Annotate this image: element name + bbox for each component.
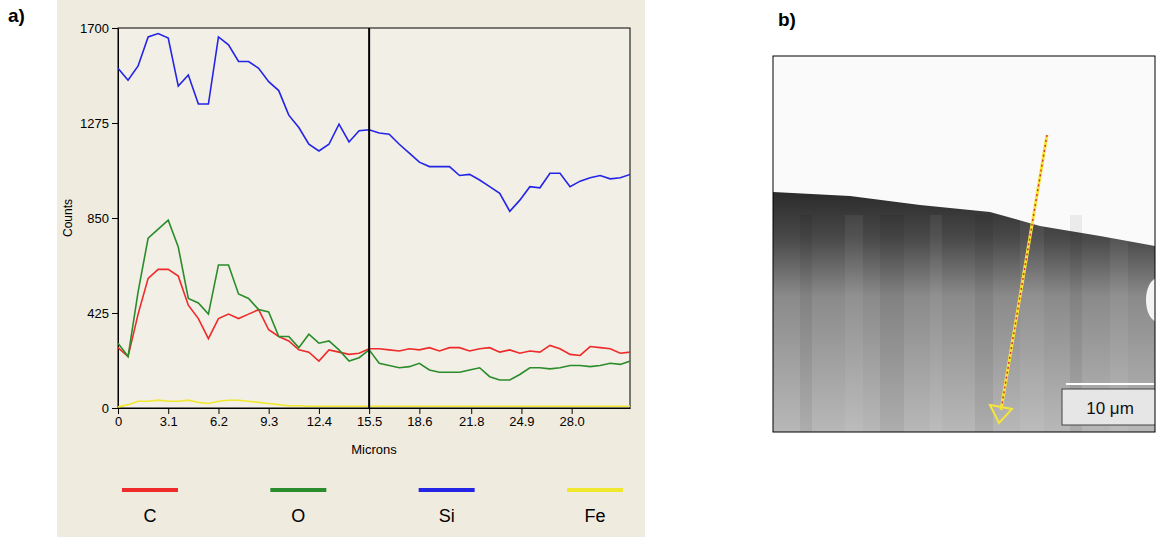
- x-tick: 21.8: [459, 408, 484, 429]
- x-tick-label: 28.0: [560, 414, 585, 429]
- scale-bar: [1066, 383, 1154, 385]
- x-tick: 28.0: [560, 408, 585, 429]
- x-tick-mark: [269, 408, 270, 414]
- y-tick-label: 850: [87, 211, 109, 226]
- texture-streak: [845, 215, 863, 432]
- y-tick: 1700: [80, 21, 118, 36]
- legend-entry: Fe: [567, 490, 623, 526]
- y-tick-label: 1700: [80, 21, 109, 36]
- texture-streak: [1020, 215, 1044, 432]
- y-tick-label: 0: [102, 401, 109, 416]
- scale-bar-box: [1062, 389, 1155, 425]
- y-tick-mark: [112, 313, 118, 314]
- legend-entry: Si: [419, 490, 475, 526]
- x-tick-label: 3.1: [160, 414, 178, 429]
- figure: a) 0 3.1 6.2 9.3 12.4 15.5 18.6 21.8 24.9 28.0 0 425…: [0, 0, 1161, 537]
- texture-streak: [880, 215, 904, 432]
- x-tick-label: 15.5: [357, 414, 382, 429]
- x-tick-label: 21.8: [459, 414, 484, 429]
- y-axis-title: Counts: [61, 199, 75, 237]
- plot-marks: [118, 28, 630, 408]
- texture-streak: [930, 215, 942, 432]
- x-tick: 12.4: [307, 408, 332, 429]
- x-tick-mark: [521, 408, 522, 414]
- y-tick-label: 425: [87, 306, 109, 321]
- legend-label: C: [144, 506, 157, 526]
- panel-background: [57, 0, 645, 537]
- legend-swatch: [122, 488, 178, 492]
- legend-label: Si: [439, 506, 455, 526]
- series-line: [118, 34, 630, 212]
- legend-swatch: [567, 488, 623, 492]
- panel-b: b) 10 μm: [773, 9, 1161, 432]
- x-tick-mark: [168, 408, 169, 414]
- image-border: [773, 56, 1155, 432]
- x-tick: 0: [115, 408, 122, 429]
- x-tick: 15.5: [357, 408, 382, 429]
- scan-arrowhead: [990, 405, 1012, 423]
- x-tick-label: 18.6: [407, 414, 432, 429]
- y-tick-mark: [112, 28, 118, 29]
- y-tick-mark: [112, 408, 118, 409]
- x-tick: 18.6: [407, 408, 432, 429]
- x-tick-mark: [218, 408, 219, 414]
- plot-frame: [118, 28, 630, 408]
- panel-label: a): [8, 5, 25, 26]
- x-tick: 24.9: [509, 408, 534, 429]
- y-tick: 425: [87, 306, 118, 321]
- x-tick-mark: [319, 408, 320, 414]
- x-axis: 0 3.1 6.2 9.3 12.4 15.5 18.6 21.8 24.9 28.0: [115, 408, 631, 429]
- y-tick-mark: [112, 123, 118, 124]
- series-line: [118, 220, 630, 380]
- x-tick-mark: [369, 408, 370, 414]
- y-axis-line: [118, 29, 119, 409]
- legend-label: Fe: [584, 506, 605, 526]
- x-tick-label: 24.9: [509, 414, 534, 429]
- series-line: [118, 400, 630, 407]
- scale-bar-label: 10 μm: [1086, 399, 1134, 418]
- legend-label: O: [291, 506, 305, 526]
- y-tick: 850: [87, 211, 118, 226]
- texture-streak: [975, 215, 993, 432]
- panel-label: b): [778, 9, 796, 30]
- legend: C O Si Fe: [122, 490, 623, 526]
- y-tick: 0: [102, 401, 118, 416]
- x-axis-line: [119, 408, 631, 409]
- texture-streak: [800, 215, 812, 432]
- x-tick-label: 0: [115, 414, 122, 429]
- legend-entry: O: [270, 490, 326, 526]
- scan-line-dots: [1001, 135, 1047, 410]
- x-tick: 3.1: [160, 408, 178, 429]
- x-tick-label: 12.4: [307, 414, 332, 429]
- x-axis-title: Microns: [351, 442, 397, 457]
- series-line: [118, 269, 630, 361]
- cursor-line: [368, 28, 370, 408]
- x-tick-mark: [419, 408, 420, 414]
- y-axis: 0 425 850 1275 1700: [80, 21, 118, 416]
- x-tick-mark: [118, 408, 119, 414]
- x-tick: 6.2: [210, 408, 228, 429]
- x-tick-mark: [471, 408, 472, 414]
- x-tick-label: 6.2: [210, 414, 228, 429]
- y-tick-label: 1275: [80, 116, 109, 131]
- x-tick-mark: [572, 408, 573, 414]
- bright-spot: [1146, 278, 1155, 322]
- legend-swatch: [270, 488, 326, 492]
- panel-a: a) 0 3.1 6.2 9.3 12.4 15.5 18.6 21.8 24.9 28.0 0 425…: [8, 0, 645, 537]
- image-background: [773, 56, 1155, 432]
- x-tick: 9.3: [260, 408, 278, 429]
- x-tick-label: 9.3: [260, 414, 278, 429]
- legend-entry: C: [122, 490, 178, 526]
- y-tick-mark: [112, 218, 118, 219]
- sem-image: [773, 56, 1155, 432]
- scan-line: [1001, 135, 1047, 410]
- legend-swatch: [419, 488, 475, 492]
- y-tick: 1275: [80, 116, 118, 131]
